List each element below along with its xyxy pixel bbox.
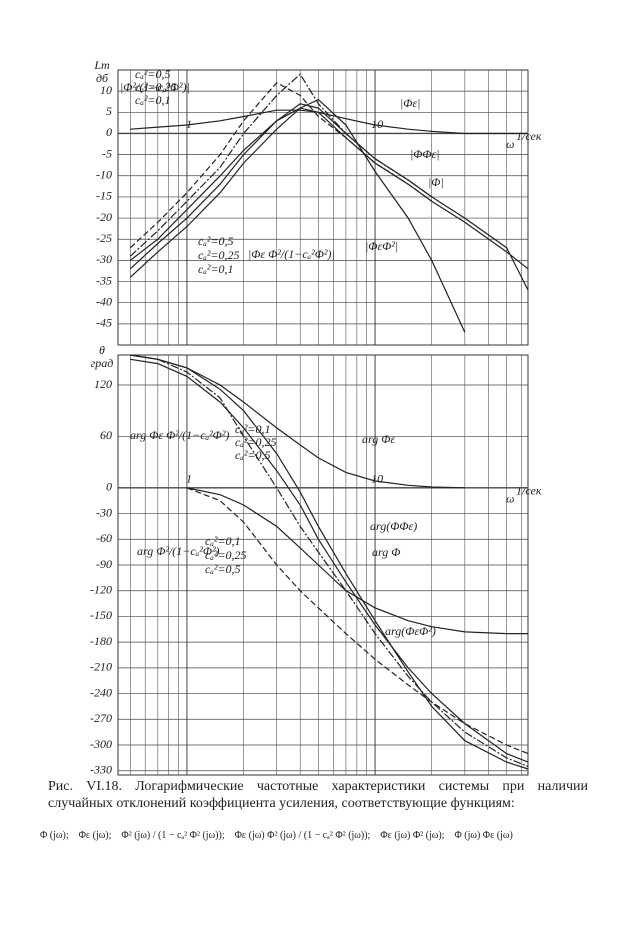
formula-part: Φ (jω) Φε (jω) (454, 830, 513, 841)
y-tick-label: -120 (90, 582, 112, 596)
y-tick-label: 0 (106, 480, 112, 494)
caption: Рис. VI.18. Логарифмические частотные ха… (48, 779, 588, 811)
y-tick-label: -60 (96, 531, 112, 545)
x-tick-label: 10 (371, 117, 383, 131)
curve-label: |Φε| (400, 96, 420, 110)
y-tick-label: -35 (96, 273, 112, 287)
curve-label: |Φ| (428, 175, 444, 189)
curve-label: |ΦεΦ²| (365, 239, 398, 253)
y-axis-unit: дб (96, 71, 109, 85)
x-axis-unit: 1/сек (516, 484, 542, 498)
y-tick-label: 60 (100, 428, 112, 442)
x-tick-label: 10 (371, 472, 383, 486)
y-tick-label: -5 (102, 146, 112, 160)
curve-label: arg Φ (372, 545, 400, 559)
formula-part: Φε (jω); (78, 830, 112, 841)
y-tick-label: -20 (96, 210, 112, 224)
y-axis-unit: град (91, 356, 114, 370)
curve (186, 487, 529, 755)
annotation: cₐ²=0,25 (205, 548, 247, 562)
annotation: |Φε Φ²/(1−cₐ²Φ²)| (248, 247, 335, 261)
formula-part: Φ (jω); (40, 830, 69, 841)
annotation: cₐ²=0,1 (135, 93, 171, 107)
y-tick-label: -45 (96, 316, 112, 330)
y-tick-label: 120 (94, 377, 112, 391)
x-tick-label: 1 (186, 472, 192, 486)
y-tick-label: -15 (96, 189, 112, 203)
annotation: cₐ²=0,5 (235, 448, 271, 462)
y-axis-label: θ (99, 343, 105, 357)
y-tick-label: -330 (90, 762, 112, 776)
y-tick-label: -180 (90, 634, 112, 648)
y-tick-label: -40 (96, 294, 112, 308)
formula-part: Φ² (jω) / (1 − cₐ² Φ² (jω)); (121, 830, 225, 841)
plot-frame (117, 69, 529, 346)
y-tick-label: -25 (96, 231, 112, 245)
curve (129, 103, 529, 291)
y-tick-label: 0 (106, 125, 112, 139)
y-tick-label: 5 (106, 104, 112, 118)
annotation: cₐ²=0,1 (205, 534, 241, 548)
curve (129, 81, 433, 249)
curve (129, 98, 466, 333)
annotation: cₐ²=0,5 (205, 562, 241, 576)
curve (130, 354, 529, 767)
curve (130, 358, 529, 763)
x-axis-unit: 1/сек (516, 129, 542, 143)
curve-label: arg(ΦΦε) (370, 519, 417, 533)
y-axis-label: Lm (93, 58, 110, 72)
curve (129, 73, 433, 257)
curve (129, 107, 529, 270)
annotation: cₐ²=0,5 (135, 67, 171, 81)
annotation: cₐ²=0,25 (135, 80, 177, 94)
curve (130, 354, 529, 770)
curve (130, 354, 465, 489)
annotation: cₐ²=0,1 (235, 422, 271, 436)
curve-label: |ΦΦε| (410, 147, 440, 161)
annotation: arg Φε Φ²/(1−cₐ²Φ²) (130, 428, 229, 442)
y-tick-label: -30 (96, 252, 112, 266)
y-tick-label: -90 (96, 557, 112, 571)
annotation: cₐ²=0,5 (198, 234, 234, 248)
annotation: |Φ²/(1−cₐ²Φ²)| (120, 80, 190, 94)
x-axis-label: ω (506, 492, 514, 506)
formula-part: Φε (jω) Φ² (jω); (380, 830, 445, 841)
y-tick-label: -150 (90, 608, 112, 622)
curve-label: arg(ΦεΦ²) (385, 624, 436, 638)
y-tick-label: -240 (90, 685, 112, 699)
curve-label: arg Φε (362, 432, 395, 446)
x-axis-label: ω (506, 137, 514, 151)
y-tick-label: -270 (90, 711, 112, 725)
formula: Φ (jω); Φε (jω); Φ² (jω) / (1 − cₐ² Φ² (… (40, 830, 600, 841)
y-tick-label: 10 (100, 83, 112, 97)
y-tick-label: -210 (90, 660, 112, 674)
y-tick-label: -10 (96, 168, 112, 182)
annotation: cₐ²=0,1 (198, 262, 234, 276)
annotation: cₐ²=0,25 (235, 435, 277, 449)
annotation: arg Φ²/(1−cₐ²Φ²) (137, 544, 220, 558)
formula-part: Φε (jω) Φ² (jω) / (1 − cₐ² Φ² (jω)); (234, 830, 371, 841)
y-tick-label: -300 (90, 737, 112, 751)
annotation: cₐ²=0,25 (198, 248, 240, 262)
y-tick-label: -30 (96, 505, 112, 519)
